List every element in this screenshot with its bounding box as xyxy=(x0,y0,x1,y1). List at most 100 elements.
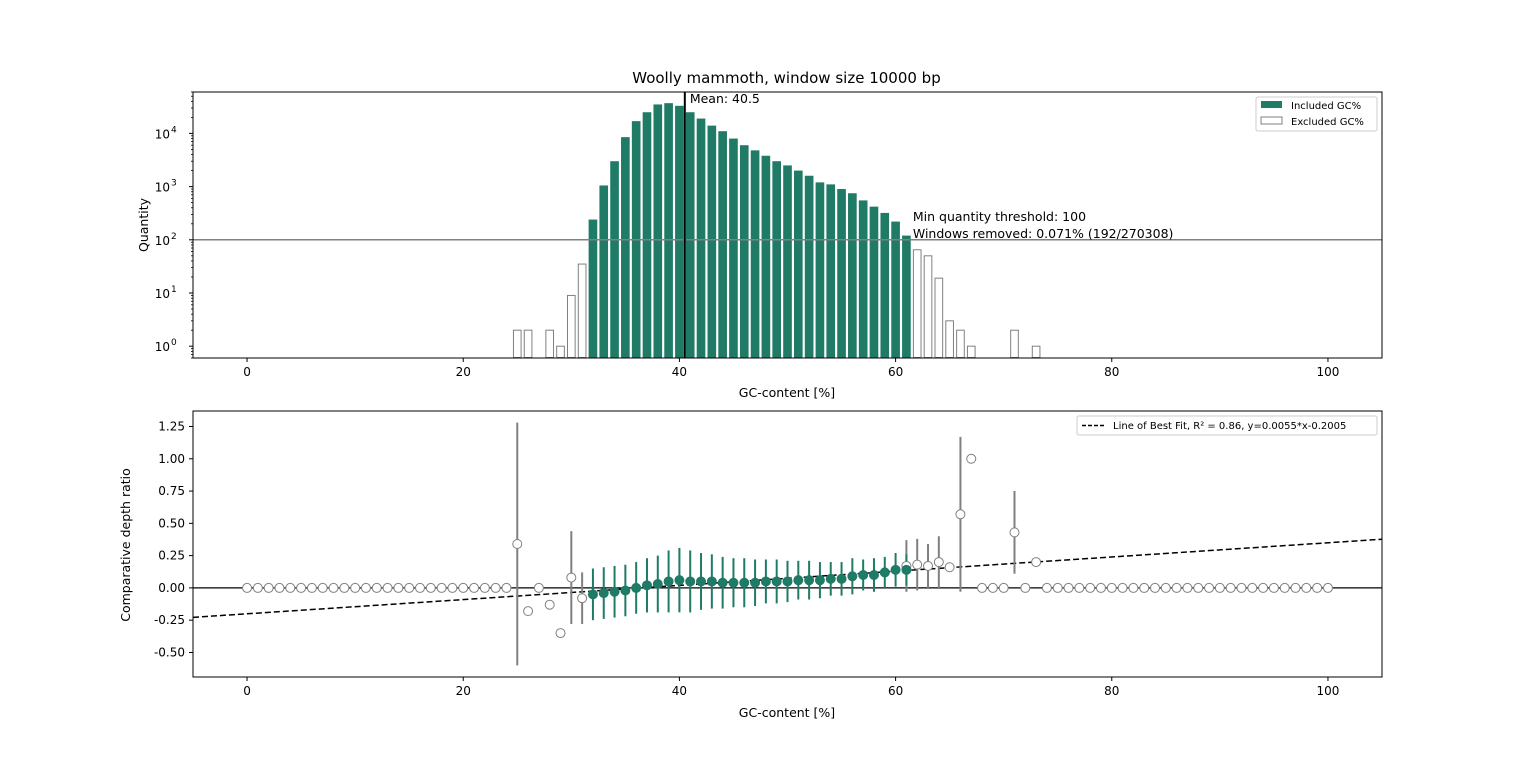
included-bar xyxy=(815,182,825,358)
excluded-point xyxy=(998,582,1009,593)
included-bar xyxy=(718,131,727,358)
x-tick-label: 0 xyxy=(243,365,251,379)
depth-legend: Line of Best Fit, R² = 0.86, y=0.0055*x-… xyxy=(1076,415,1378,436)
excluded-point xyxy=(1247,582,1258,593)
included-point xyxy=(901,564,912,575)
excluded-point xyxy=(350,582,361,593)
x-tick-label: 80 xyxy=(1104,365,1119,379)
excluded-bar xyxy=(923,255,933,358)
included-point xyxy=(652,579,663,590)
excluded-point xyxy=(533,582,544,593)
threshold-label: Min quantity threshold: 100 xyxy=(913,209,1086,224)
y-tick-exponent: 4 xyxy=(171,125,177,135)
included-bar xyxy=(664,103,673,358)
excluded-bar xyxy=(577,263,587,358)
included-bar xyxy=(793,170,803,358)
included-bar xyxy=(848,193,857,358)
included-point xyxy=(717,577,728,588)
excluded-bar xyxy=(1010,329,1019,359)
excluded-point xyxy=(469,582,480,593)
excluded-point xyxy=(501,582,512,593)
excluded-point xyxy=(490,582,501,593)
excluded-point xyxy=(274,582,285,593)
x-tick-label: 40 xyxy=(672,365,687,379)
y-tick-label: 10 xyxy=(155,127,170,141)
excluded-point xyxy=(447,582,458,593)
depth-y-axis-label: Comparative depth ratio xyxy=(118,468,133,622)
excluded-point xyxy=(1117,582,1128,593)
included-bar xyxy=(891,221,900,358)
excluded-point xyxy=(523,606,534,617)
excluded-bar xyxy=(945,320,954,358)
histogram-x-axis-label: GC-content [%] xyxy=(739,385,835,400)
excluded-point xyxy=(512,539,523,549)
excluded-point xyxy=(1258,582,1269,593)
x-tick-label: 20 xyxy=(456,684,471,698)
excluded-point xyxy=(955,509,966,520)
included-point xyxy=(879,567,890,578)
x-tick-label: 40 xyxy=(672,684,687,698)
histogram-y-axis-label: Quantity xyxy=(136,197,151,252)
excluded-point xyxy=(1193,582,1204,593)
excluded-point xyxy=(555,628,566,639)
included-bar xyxy=(696,118,706,358)
excluded-point xyxy=(933,557,944,568)
depth-plot-frame xyxy=(192,410,1383,678)
included-point xyxy=(620,585,631,596)
excluded-point xyxy=(1031,557,1042,568)
windows-removed-label: Windows removed: 0.071% (192/270308) xyxy=(913,226,1174,241)
included-point xyxy=(631,582,642,593)
included-point xyxy=(641,580,652,591)
x-tick-label: 100 xyxy=(1317,365,1340,379)
excluded-point xyxy=(1074,582,1085,593)
x-tick-label: 0 xyxy=(243,684,251,698)
included-point xyxy=(696,576,707,587)
included-point xyxy=(663,576,674,587)
included-point xyxy=(587,589,598,600)
excluded-point xyxy=(1095,582,1106,593)
excluded-point xyxy=(1279,582,1290,593)
excluded-point xyxy=(1214,582,1225,593)
included-bar xyxy=(837,189,846,358)
mean-label: Mean: 40.5 xyxy=(690,91,760,106)
depth-ratio-plot: 0 20 40 60 80 100 -0.50 -0.25 0.00 0.25 0.50 0.75 1.… xyxy=(118,410,1383,720)
excluded-point xyxy=(317,582,328,593)
excluded-point xyxy=(382,582,393,593)
gc-histogram-plot: Woolly mammoth, window size 10000 bp 0 20… xyxy=(136,69,1383,400)
included-point xyxy=(825,573,836,584)
included-point xyxy=(793,575,804,586)
excluded-bar xyxy=(934,277,944,359)
y-tick-label: -0.25 xyxy=(154,613,185,627)
depth-ticks: 0 20 40 60 80 100 -0.50 -0.25 0.00 0.25 0.50 0.75 1.… xyxy=(154,419,1339,698)
included-point xyxy=(782,576,793,587)
included-point xyxy=(771,576,782,587)
excluded-point xyxy=(944,562,955,573)
included-bar xyxy=(739,145,749,358)
included-point xyxy=(760,576,771,587)
legend-included-swatch xyxy=(1261,101,1282,108)
y-tick-exponent: 0 xyxy=(171,338,177,348)
included-bar xyxy=(783,165,792,358)
included-bar xyxy=(750,150,760,358)
included-point xyxy=(890,564,901,575)
histogram-bars xyxy=(512,103,1041,359)
included-point xyxy=(728,577,739,588)
legend-best-fit-label: Line of Best Fit, R² = 0.86, y=0.0055*x-… xyxy=(1113,421,1346,432)
excluded-point xyxy=(1085,582,1096,593)
excluded-point xyxy=(458,582,469,593)
excluded-point xyxy=(328,582,339,593)
y-tick-label: 10 xyxy=(155,234,170,248)
depth-legend-box xyxy=(1076,415,1378,436)
y-tick-exponent: 2 xyxy=(171,232,177,242)
included-point xyxy=(750,577,761,588)
x-tick-label: 100 xyxy=(1317,684,1340,698)
excluded-point xyxy=(1290,582,1301,593)
excluded-point xyxy=(1128,582,1139,593)
excluded-point xyxy=(1041,582,1052,593)
included-bar xyxy=(588,219,598,358)
excluded-bar xyxy=(912,249,922,358)
included-bar xyxy=(707,125,717,359)
depth-points xyxy=(242,453,1333,639)
excluded-point xyxy=(1236,582,1247,593)
